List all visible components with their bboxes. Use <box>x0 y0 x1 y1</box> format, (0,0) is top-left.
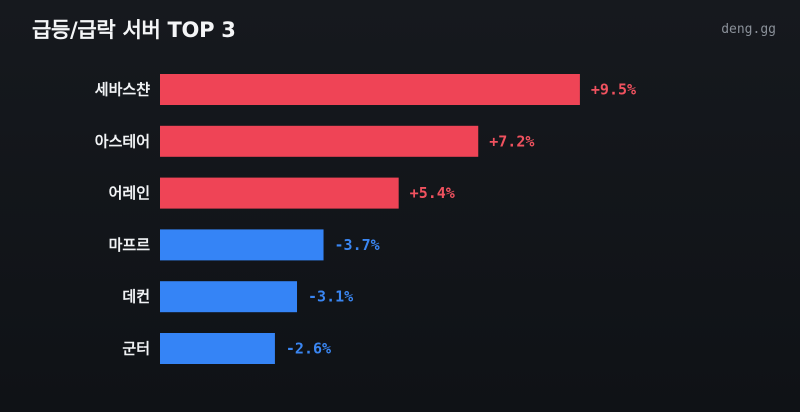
value-label: -3.7% <box>335 236 380 254</box>
bar <box>160 333 275 364</box>
value-label: -2.6% <box>286 340 331 358</box>
value-label: +9.5% <box>591 81 636 99</box>
category-label: 아스테어 <box>95 132 150 150</box>
bar <box>160 281 298 313</box>
chart-title: 급등/급락 서버 TOP 3 <box>32 18 236 42</box>
bar <box>160 74 580 105</box>
bar <box>160 229 324 261</box>
value-label: -3.1% <box>308 288 353 306</box>
value-label: +7.2% <box>489 132 534 150</box>
category-label: 마프르 <box>109 236 151 254</box>
category-label: 데컨 <box>122 288 150 306</box>
category-label: 어레인 <box>109 184 150 202</box>
value-label: +5.4% <box>410 184 455 202</box>
brand-watermark: deng.gg <box>721 22 776 37</box>
bar <box>160 125 479 157</box>
bar <box>160 177 399 209</box>
category-label: 군터 <box>122 340 150 358</box>
category-label: 세바스챤 <box>95 81 150 99</box>
